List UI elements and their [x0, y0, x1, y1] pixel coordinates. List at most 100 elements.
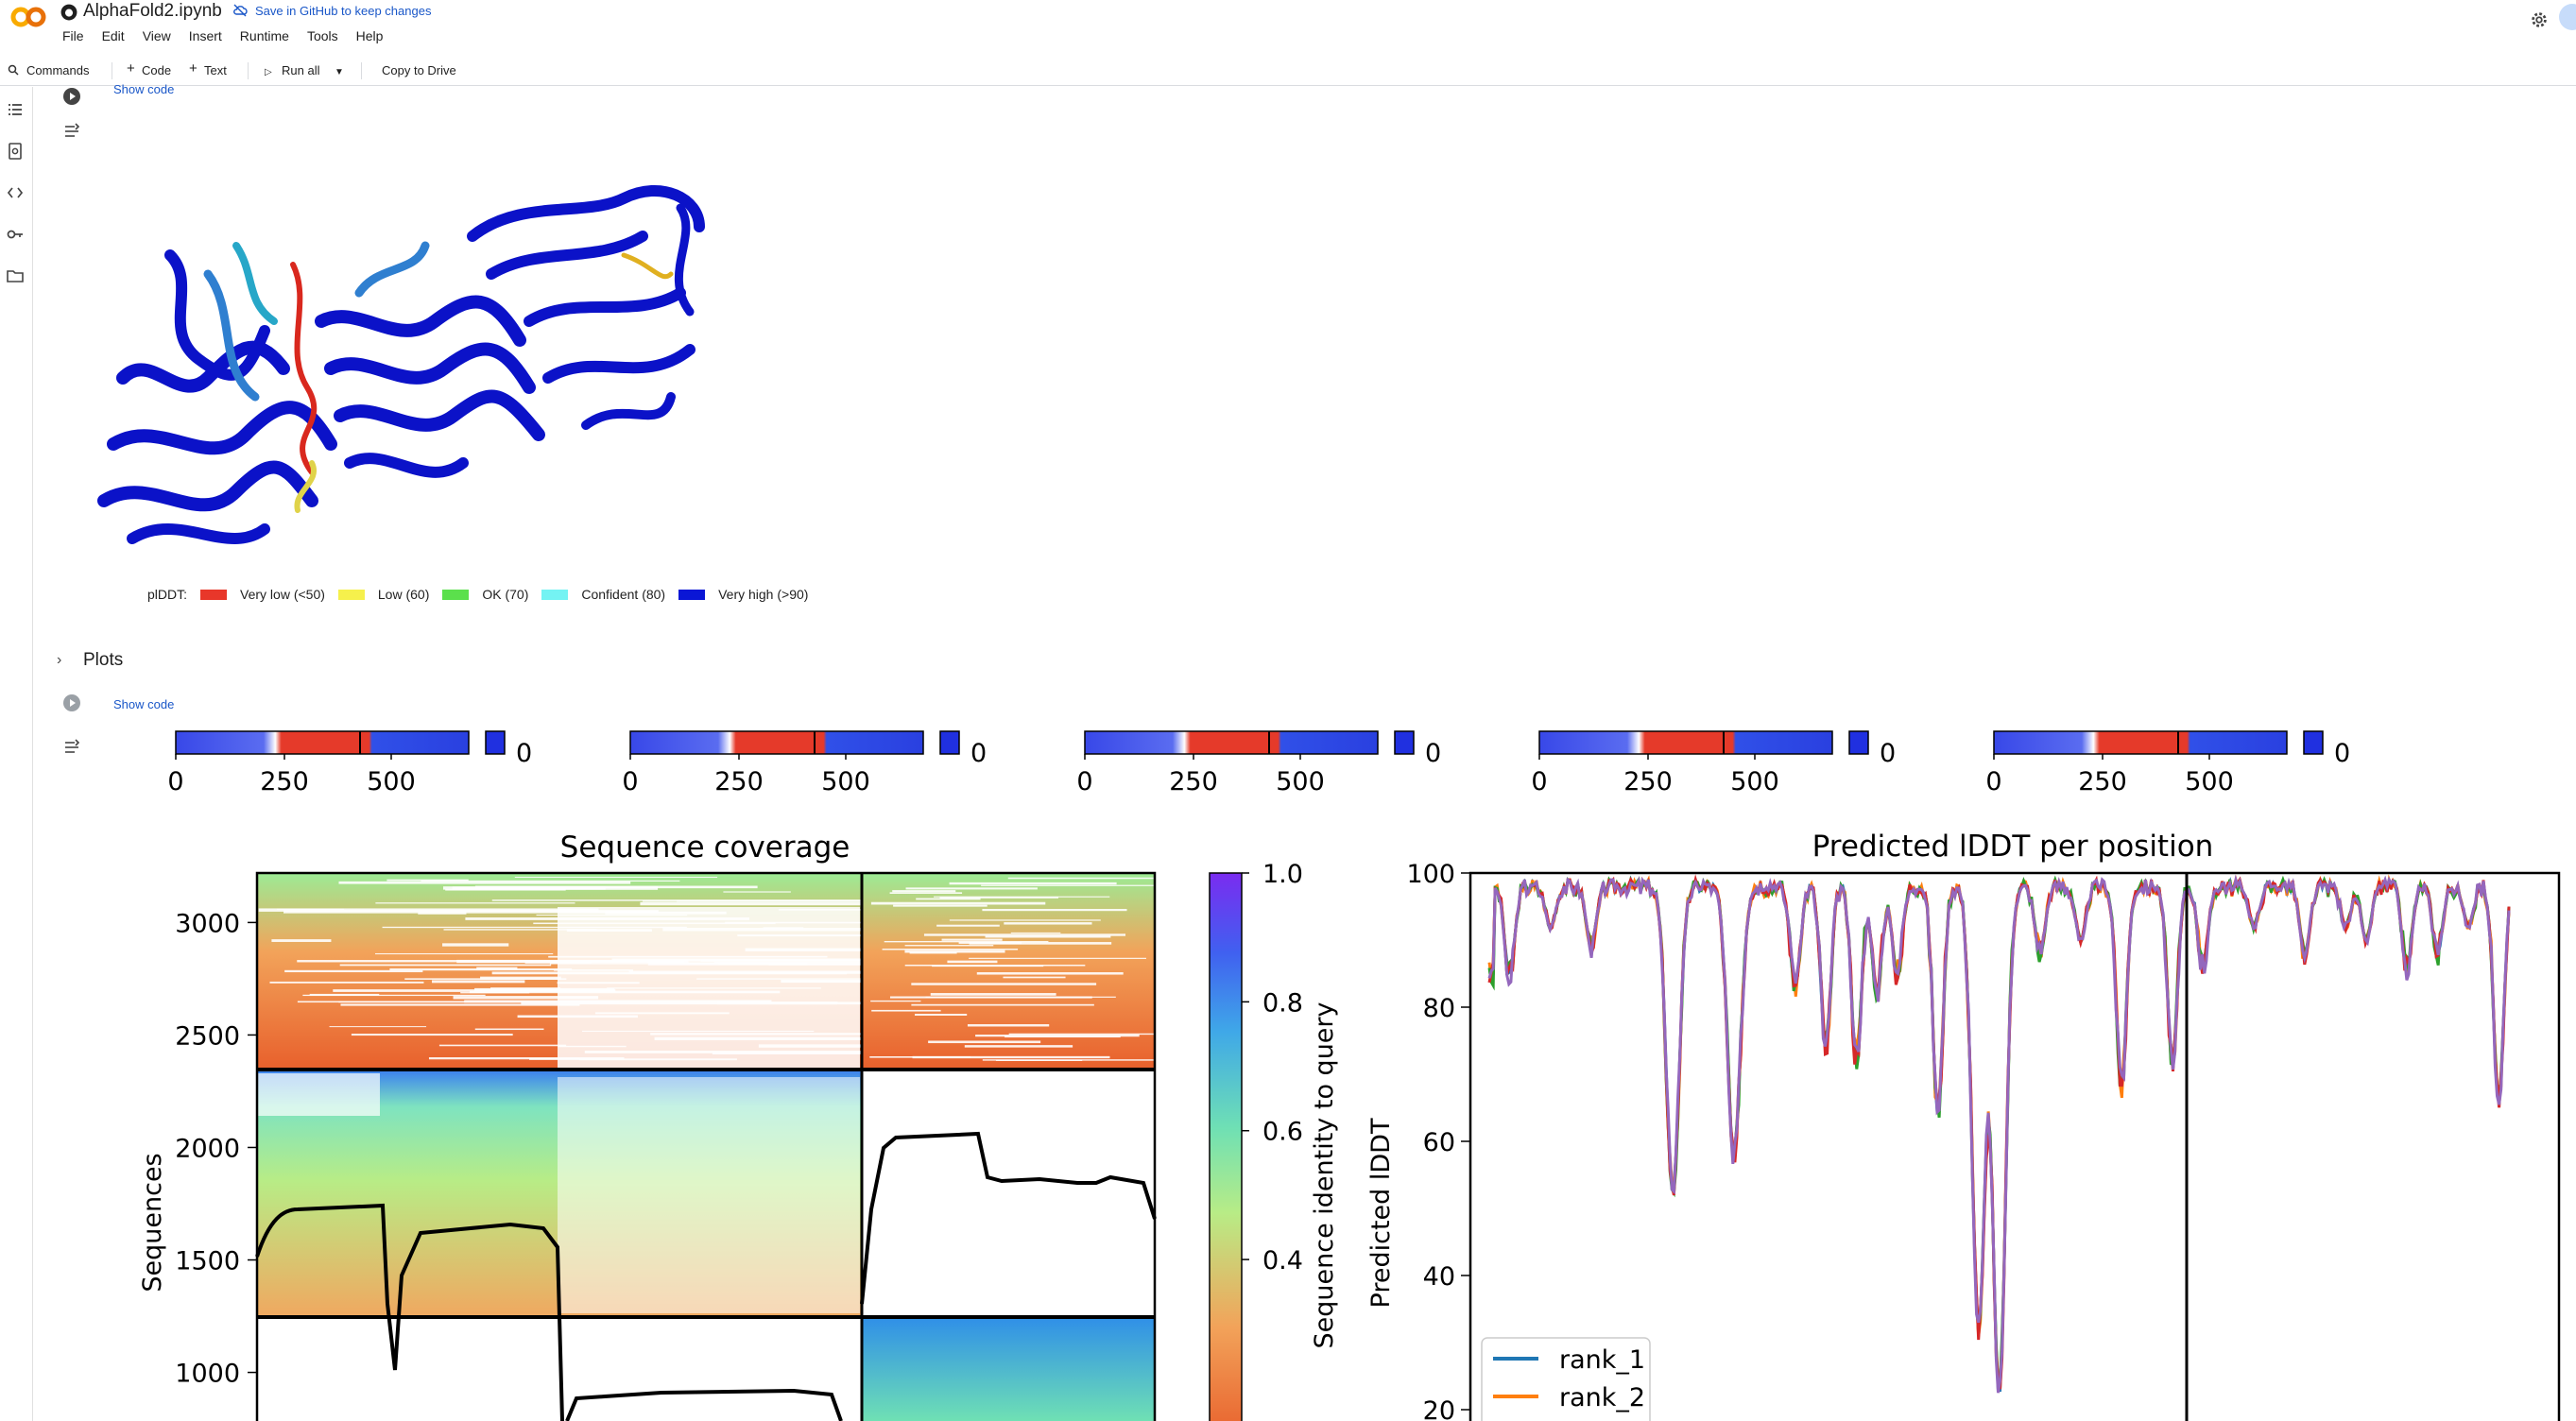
coverage-gap [904, 950, 1005, 953]
table-of-contents-icon[interactable] [6, 100, 25, 119]
plddt-title: Predicted lDDT per position [1812, 830, 2214, 864]
run-cell-button[interactable] [62, 693, 81, 712]
folder-icon[interactable] [6, 266, 25, 285]
mini-colorbar [2303, 730, 2324, 755]
avatar[interactable] [2559, 4, 2576, 30]
coverage-gap [418, 912, 467, 915]
coverage-gap [934, 896, 1110, 898]
coverage-gap [421, 880, 680, 882]
find-icon[interactable] [6, 142, 25, 161]
coverage-gap [871, 1009, 941, 1012]
coverage-gap [936, 924, 1000, 927]
mini-colorbar [1394, 730, 1415, 755]
coverage-gap [443, 886, 606, 890]
coverage-gap [642, 900, 862, 902]
coverage-gap [529, 1057, 580, 1060]
coverage-ytick-label: 2500 [175, 1021, 240, 1051]
output-options-icon[interactable] [62, 737, 81, 756]
run-cell-button[interactable] [62, 87, 81, 106]
mini-side-label: 0 [1425, 739, 1441, 768]
mini-side-label: 0 [516, 739, 532, 768]
coverage-gap [882, 949, 1019, 950]
save-in-github-link[interactable]: Save in GitHub to keep changes [255, 4, 432, 18]
coverage-gap [309, 993, 380, 996]
copy-to-drive-button[interactable]: Copy to Drive [382, 63, 456, 77]
show-code-link[interactable]: Show code [113, 697, 175, 711]
legend-label: OK (70) [482, 587, 529, 602]
coverage-gap [297, 960, 684, 963]
coverage-gap [1008, 1033, 1186, 1036]
coverage-line [860, 1131, 1157, 1305]
protein-structure-view[interactable] [94, 161, 709, 576]
coverage-gap [558, 907, 860, 1068]
plddt-series-line [1487, 874, 2511, 1384]
colorbar-axis: 0.4 0.6 0.8 1.0 [1242, 860, 1303, 1275]
mini-xtick-label: 250 [1169, 767, 1218, 796]
gear-icon[interactable] [2529, 9, 2550, 30]
code-snippets-icon[interactable] [6, 183, 25, 202]
colorbar [1210, 873, 1242, 1421]
menu-help[interactable]: Help [355, 28, 384, 43]
cloud-off-icon [232, 3, 248, 18]
coverage-gap [985, 935, 1111, 938]
mini-pae-strip [176, 731, 469, 754]
chevron-down-icon[interactable]: ▼ [335, 67, 344, 77]
toolbar-divider [361, 62, 362, 79]
left-sidebar [0, 87, 33, 1421]
coverage-gap [1005, 1036, 1121, 1038]
menu-edit[interactable]: Edit [101, 28, 125, 43]
mini-xtick-label: 500 [1276, 767, 1325, 796]
coverage-gap [382, 926, 687, 929]
show-code-link[interactable]: Show code [113, 82, 175, 96]
legend-swatch [678, 589, 706, 600]
add-code-button[interactable]: Code [142, 63, 172, 77]
coverage-line [255, 1203, 564, 1421]
mini-pae-strip [1994, 731, 2287, 754]
section-heading-plots[interactable]: Plots [83, 650, 124, 670]
coverage-gap [949, 919, 1101, 921]
menu-file[interactable]: File [62, 28, 84, 43]
chevron-right-icon[interactable]: › [57, 652, 62, 668]
coverage-gap [443, 929, 597, 931]
coverage-gap [302, 994, 486, 997]
plddt-series-line [1489, 875, 2511, 1393]
coverage-gap [1007, 877, 1161, 880]
coverage-gap [893, 904, 987, 907]
coverage-gap [947, 960, 998, 964]
play-icon: ▷ [265, 67, 272, 77]
coverage-gap [982, 1059, 1189, 1061]
legend-label: Very high (>90) [718, 587, 809, 602]
plddt-ytick-label: 20 [1423, 1396, 1455, 1421]
run-all-button[interactable]: Run all [282, 63, 320, 77]
coverage-gap [930, 993, 1056, 996]
output-options-icon[interactable] [62, 121, 81, 140]
coverage-gap [892, 890, 956, 893]
menu-tools[interactable]: Tools [306, 28, 338, 43]
mini-xtick-label: 500 [367, 767, 416, 796]
plots-output: Sequence coverage Sequences 1000 1500 2000… [138, 830, 2561, 1421]
menu-runtime[interactable]: Runtime [239, 28, 289, 43]
coverage-gap [911, 1003, 1094, 1006]
notebook-title[interactable]: AlphaFold2.ipynb [83, 1, 222, 21]
menu-view[interactable]: View [142, 28, 171, 43]
colorbar-label: Sequence identity to query [1310, 1002, 1339, 1348]
coverage-heatmap [255, 871, 1197, 1421]
toolbar-divider [248, 62, 249, 79]
coverage-gap [884, 940, 1049, 943]
coverage-block [862, 1317, 1155, 1421]
commands-button[interactable]: Commands [26, 63, 90, 77]
coverage-gap [640, 901, 862, 906]
coverage-gap [914, 1013, 968, 1016]
key-icon[interactable] [6, 225, 25, 244]
coverage-gap [870, 901, 1046, 905]
coverage-gap [491, 899, 862, 901]
colab-logo[interactable] [9, 6, 47, 28]
menu-bar: File Edit View Insert Runtime Tools Help [62, 26, 383, 45]
legend-item: Low (60) [337, 587, 429, 602]
add-text-plus-icon: + [189, 60, 197, 77]
plddt-ytick-label: 80 [1423, 994, 1455, 1023]
plddt-legend: plDDT: Very low (<50) Low (60) OK (70) C… [147, 587, 821, 602]
add-text-button[interactable]: Text [204, 63, 227, 77]
coverage-gap [969, 942, 1112, 945]
menu-insert[interactable]: Insert [188, 28, 222, 43]
